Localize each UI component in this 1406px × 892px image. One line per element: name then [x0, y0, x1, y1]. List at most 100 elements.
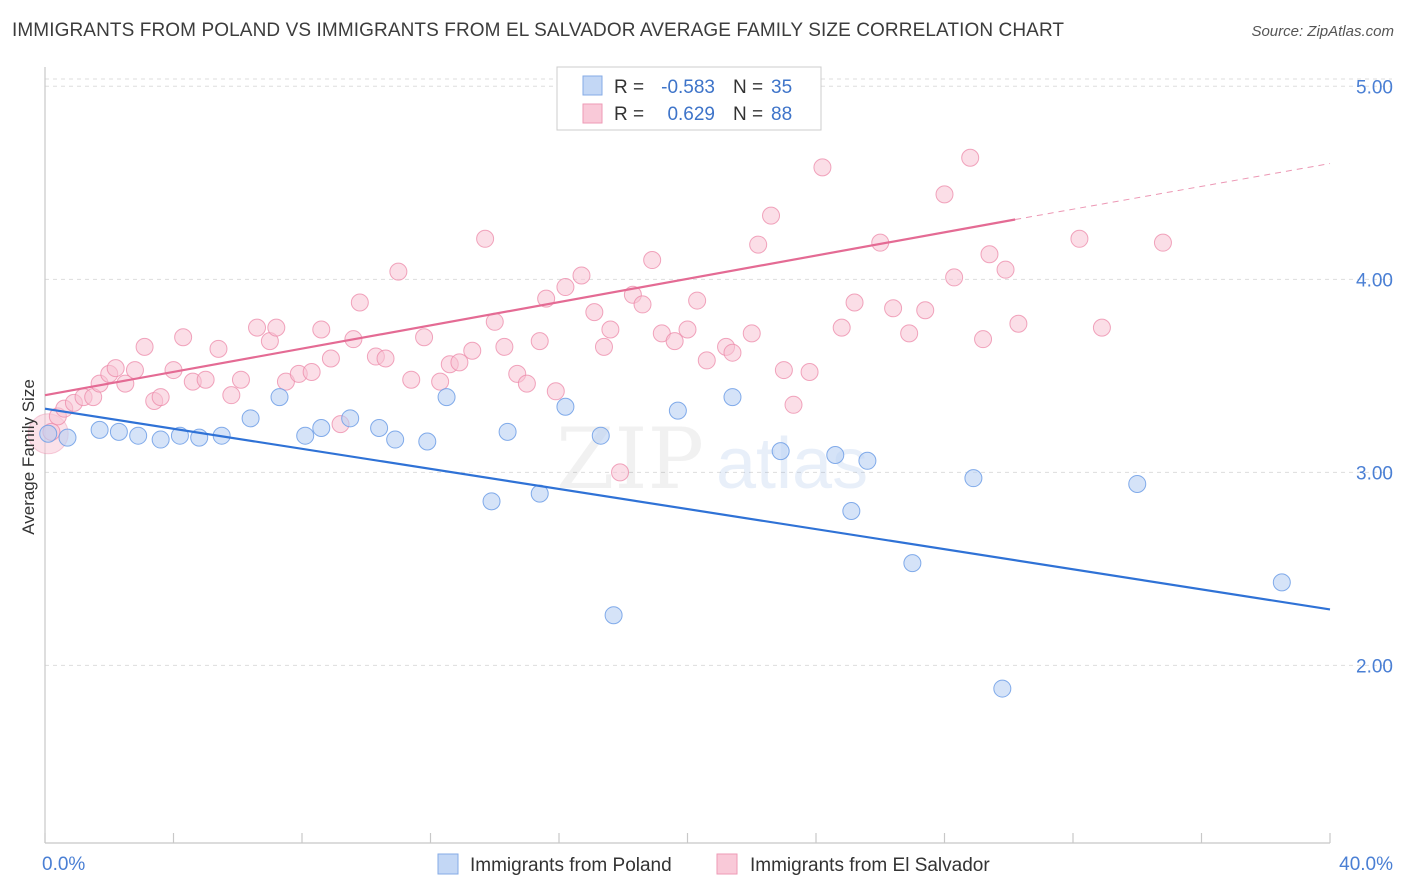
point-elsalvador	[916, 301, 935, 320]
point-elsalvador	[389, 262, 408, 281]
point-elsalvador	[832, 318, 851, 337]
point-elsalvador	[248, 318, 267, 337]
point-elsalvador	[106, 359, 125, 378]
point-elsalvador	[530, 332, 549, 351]
point-elsalvador	[174, 328, 193, 347]
legend-r-label-poland: R =	[614, 77, 644, 98]
point-poland	[1272, 573, 1291, 592]
point-poland	[341, 409, 360, 428]
source-label: Source: ZipAtlas.com	[1251, 23, 1394, 40]
point-poland	[498, 422, 517, 441]
x-tick-label: 0.0%	[42, 854, 85, 875]
point-poland	[270, 388, 289, 407]
point-elsalvador	[813, 158, 832, 177]
point-elsalvador	[774, 361, 793, 380]
y-axis-label: Average Family Size	[19, 379, 38, 535]
y-tick-label: 3.00	[1356, 463, 1393, 484]
legend-n-value-elsalvador: 88	[771, 104, 792, 125]
point-elsalvador	[601, 320, 620, 339]
point-poland	[903, 554, 922, 573]
point-elsalvador	[267, 318, 286, 337]
point-elsalvador	[135, 337, 154, 356]
point-poland	[296, 426, 315, 445]
x-ticks	[44, 833, 1331, 843]
point-elsalvador	[935, 185, 954, 204]
point-elsalvador	[151, 388, 170, 407]
point-elsalvador	[643, 251, 662, 270]
watermark: ZIP atlas	[556, 410, 868, 508]
point-elsalvador	[1070, 229, 1089, 248]
point-poland	[604, 606, 623, 625]
point-poland	[482, 492, 501, 511]
point-elsalvador	[572, 266, 591, 285]
point-elsalvador	[1153, 233, 1172, 252]
point-poland	[842, 501, 861, 520]
point-elsalvador	[611, 463, 630, 482]
point-poland	[58, 428, 77, 447]
series-elsalvador-points	[27, 148, 1172, 482]
point-elsalvador	[961, 148, 980, 167]
point-elsalvador	[463, 341, 482, 360]
point-elsalvador	[594, 337, 613, 356]
point-poland	[964, 469, 983, 488]
bottom-legend-label-elsalvador: Immigrants from El Salvador	[750, 855, 990, 876]
point-poland	[151, 430, 170, 449]
x-tick-label: 40.0%	[1339, 854, 1393, 875]
point-elsalvador	[678, 320, 697, 339]
point-elsalvador	[209, 339, 228, 358]
point-elsalvador	[742, 324, 761, 343]
y-tick-label: 5.00	[1356, 77, 1393, 98]
point-elsalvador	[196, 370, 215, 389]
point-elsalvador	[749, 235, 768, 254]
gridlines	[45, 78, 1392, 666]
bottom-legend-swatch-poland	[437, 853, 459, 875]
point-elsalvador	[431, 372, 450, 391]
legend-swatch-elsalvador	[582, 103, 603, 124]
legend-r-value-elsalvador: 0.629	[667, 104, 715, 125]
legend-n-label-poland: N =	[733, 77, 763, 98]
legend-n-label-elsalvador: N =	[733, 104, 763, 125]
point-elsalvador	[1092, 318, 1111, 337]
y-tick-label: 4.00	[1356, 270, 1393, 291]
point-elsalvador	[800, 362, 819, 381]
stats-legend: R = -0.583 N = 35 R = 0.629 N = 88	[556, 66, 822, 131]
point-poland	[39, 424, 58, 443]
point-elsalvador	[302, 362, 321, 381]
point-elsalvador	[350, 293, 369, 312]
legend-r-label-elsalvador: R =	[614, 104, 644, 125]
watermark-atlas: atlas	[716, 424, 868, 504]
point-elsalvador	[585, 303, 604, 322]
point-elsalvador	[633, 295, 652, 314]
point-elsalvador	[312, 320, 331, 339]
point-poland	[826, 446, 845, 464]
point-poland	[556, 397, 575, 416]
point-elsalvador	[723, 343, 742, 362]
chart-title: IMMIGRANTS FROM POLAND VS IMMIGRANTS FRO…	[12, 20, 1065, 41]
point-elsalvador	[517, 374, 536, 393]
point-elsalvador	[495, 337, 514, 356]
point-elsalvador	[945, 268, 964, 287]
point-poland	[437, 388, 456, 407]
bottom-legend-label-poland: Immigrants from Poland	[470, 855, 672, 876]
point-poland	[386, 430, 405, 449]
point-elsalvador	[697, 351, 716, 370]
watermark-zip: ZIP	[556, 410, 704, 508]
point-elsalvador	[996, 260, 1015, 279]
point-elsalvador	[231, 370, 250, 389]
point-elsalvador	[980, 245, 999, 264]
point-elsalvador	[845, 293, 864, 312]
y-tick-labels: 2.00 3.00 4.00 5.00	[1356, 77, 1393, 677]
trend-lines	[44, 163, 1331, 611]
point-elsalvador	[884, 299, 903, 318]
point-elsalvador	[402, 370, 421, 389]
point-poland	[591, 426, 610, 445]
point-elsalvador	[321, 349, 340, 368]
point-elsalvador	[665, 332, 684, 351]
series-poland-points	[39, 388, 1291, 698]
point-poland	[668, 401, 687, 420]
point-elsalvador	[415, 328, 434, 347]
point-poland	[858, 451, 877, 470]
point-elsalvador	[222, 386, 241, 405]
trend-line-elsalvador-extension	[1015, 163, 1331, 220]
